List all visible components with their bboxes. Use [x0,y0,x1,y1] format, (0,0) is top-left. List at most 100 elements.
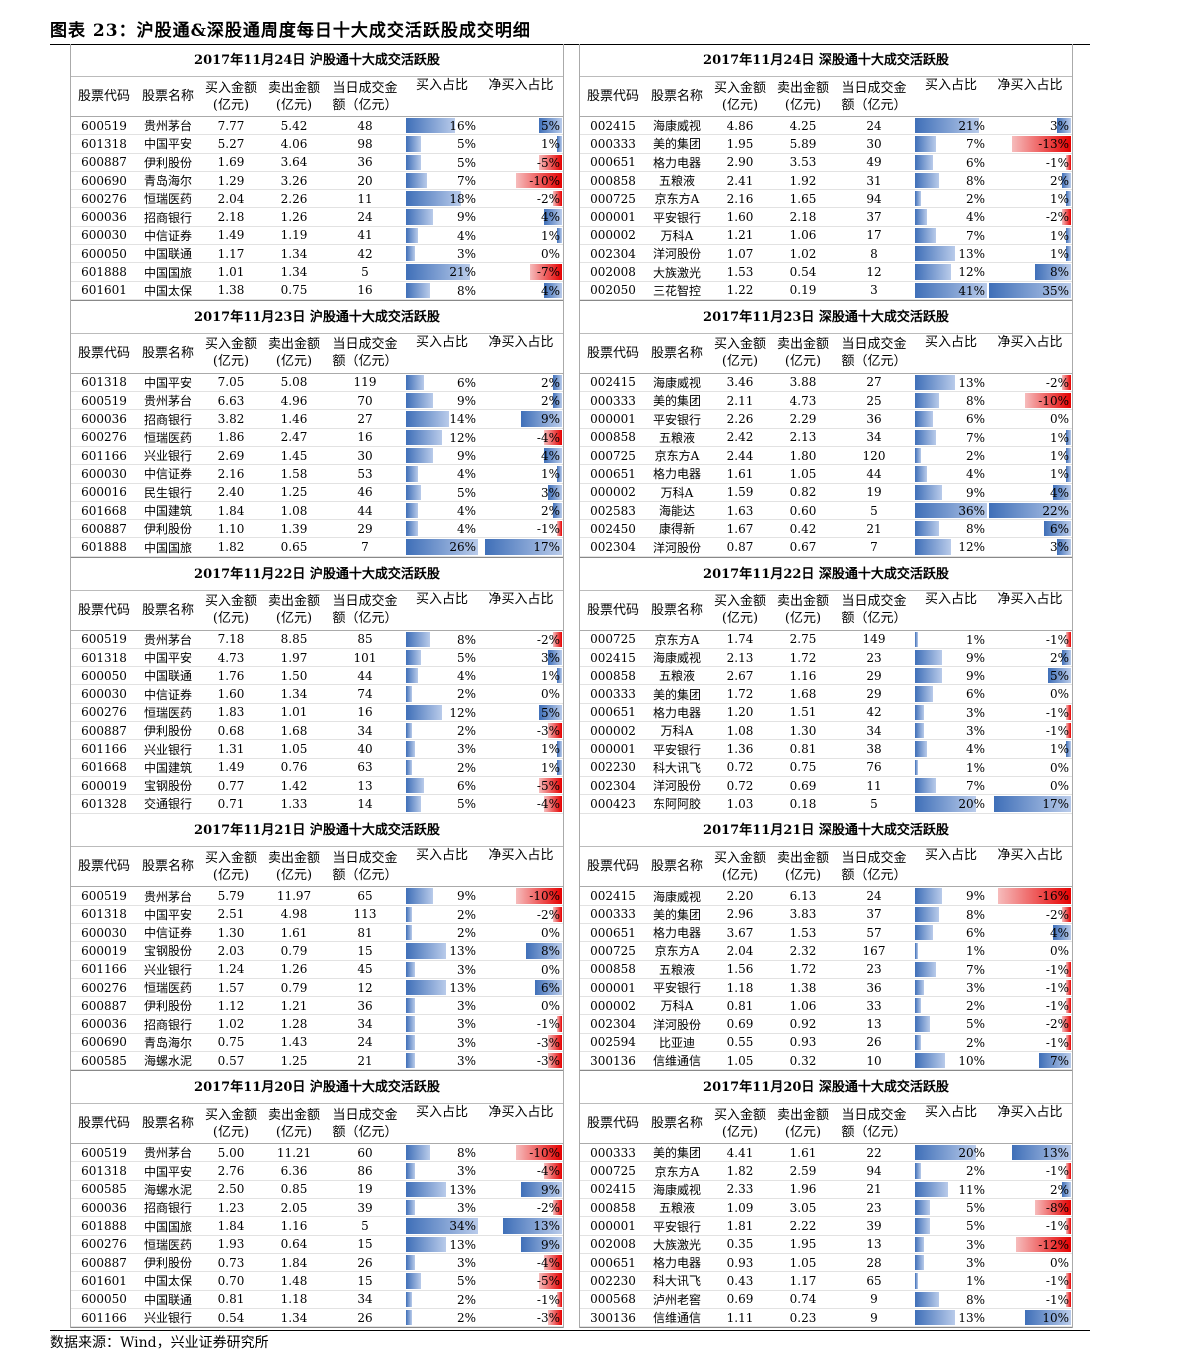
header-buy_pct: 买入占比 [924,591,977,607]
cell-net-pct: 1% [479,740,563,757]
table-row: 000002 万科A 1.59 0.82 19 9% 4% [580,484,1072,502]
header-turnover: 当日成交金 额（亿元） [332,594,398,627]
cell-turnover: 21 [866,521,882,536]
cell-sell: 0.74 [789,1292,817,1307]
buy-pct-label: 2% [965,1035,985,1050]
net-pct-label: 0% [540,962,560,977]
net-pct-label: 0% [540,999,560,1014]
buy-pct-bar [406,1254,416,1271]
cell-buy: 1.20 [726,705,754,720]
buy-pct-label: 5% [456,155,476,170]
cell-buy: 2.04 [726,943,754,958]
table-row: 000568 泸州老窖 0.69 0.74 9 8% -1% [580,1291,1072,1309]
cell-sell: 1.80 [789,448,817,463]
cell-buy-pct: 13% [405,1181,479,1198]
net-pct-label: -10% [529,1146,560,1161]
net-pct-bar [557,668,562,684]
header-name: 股票名称 [650,602,703,618]
cell-code: 002304 [590,1017,636,1032]
net-pct-bar [1057,118,1071,134]
cell-buy: 1.23 [217,1200,245,1215]
net-pct-label: 0% [1049,778,1069,793]
cell-name: 京东方A [654,192,700,207]
cell-buy-pct: 2% [405,906,479,923]
buy-pct-label: 13% [958,247,985,262]
net-pct-label: 6% [540,980,560,995]
cell-turnover: 24 [357,1035,373,1050]
table-row: 000725 京东方A 2.16 1.65 94 2% 1% [580,190,1072,209]
cell-turnover: 37 [866,907,882,922]
cell-name: 贵州茅台 [143,632,192,647]
buy-pct-bar [406,1309,413,1326]
table-row: 600036 招商银行 3.82 1.46 27 14% 9% [71,410,563,429]
table-row: 002415 海康威视 4.86 4.25 24 21% 3% [580,117,1072,136]
cell-buy-pct: 2% [405,685,479,702]
cell-buy: 0.55 [726,1035,754,1050]
cell-turnover: 36 [357,998,373,1013]
cell-net-pct: 8% [988,263,1072,280]
net-pct-bar [557,466,562,482]
net-pct-label: -7% [536,265,560,280]
net-pct-bar [1061,649,1071,666]
net-pct-bar [1052,924,1071,941]
cell-name: 万科A [660,228,694,243]
buy-pct-label: 12% [449,430,476,445]
cell-turnover: 5 [361,265,369,280]
buy-pct-bar [915,484,943,500]
net-pct-label: -3% [536,1035,560,1050]
cell-buy: 5.79 [217,889,245,904]
cell-turnover: 63 [357,760,373,775]
cell-buy-pct: 1% [914,759,988,776]
cell-net-pct: -10% [479,172,563,189]
cell-sell: 1.16 [789,668,817,683]
cell-sell: 1.05 [789,466,817,481]
cell-code: 601318 [81,375,127,390]
cell-net-pct: -3% [479,1034,563,1051]
cell-code: 601166 [81,742,127,757]
cell-buy: 1.59 [726,485,754,500]
table-row: 600036 招商银行 1.23 2.05 39 3% -2% [71,1199,563,1218]
buy-pct-label: 3% [965,724,985,739]
buy-pct-label: 36% [958,503,985,518]
cell-buy-pct: 2% [405,722,479,739]
cell-turnover: 17 [866,228,882,243]
net-pct-label: -1% [1045,632,1069,647]
cell-buy: 7.05 [217,375,245,390]
cell-name: 科大讯飞 [652,760,701,775]
cell-buy: 1.30 [217,925,245,940]
cell-net-pct: -1% [479,520,563,537]
cell-buy: 0.54 [217,1310,245,1325]
cell-name: 平安银行 [652,412,701,427]
cell-buy: 0.73 [217,1255,245,1270]
net-pct-bar [557,136,562,152]
header-net_pct: 净买入占比 [488,591,554,607]
cell-code: 601668 [81,503,127,518]
net-pct-label: 5% [540,705,560,720]
cell-turnover: 7 [870,540,878,555]
net-pct-label: 4% [540,210,560,225]
cell-name: 信维通信 [652,1311,701,1325]
cell-buy-pct: 3% [914,979,988,996]
net-pct-label: -1% [1045,1274,1069,1289]
buy-pct-bar [915,539,952,555]
cell-buy-pct: 4% [914,465,988,482]
cell-buy: 1.11 [726,1310,754,1325]
buy-pct-bar [406,521,419,537]
cell-name: 三花智控 [652,283,701,298]
cell-sell: 4.73 [789,393,817,408]
panel-title: 2017年11月21日 深股通十大成交活跃股 [580,814,1072,848]
header-code: 股票代码 [586,345,639,361]
net-pct-label: -1% [1045,980,1069,995]
cell-buy: 0.43 [726,1273,754,1288]
net-pct-label: 22% [1042,503,1069,518]
net-pct-bar [543,209,562,225]
cell-turnover: 38 [866,742,882,757]
net-pct-label: -2% [1045,375,1069,390]
cell-code: 000651 [590,155,636,170]
cell-name: 中国联通 [143,1292,192,1307]
cell-buy-pct: 3% [914,1236,988,1253]
cell-name: 中国平安 [143,137,192,152]
left-panel: 2017年11月23日 沪股通十大成交活跃股 股票代码 股票名称 买入金额 (亿元) 卖… [71,301,563,558]
cell-code: 600887 [81,521,127,536]
cell-code: 601601 [81,283,127,298]
